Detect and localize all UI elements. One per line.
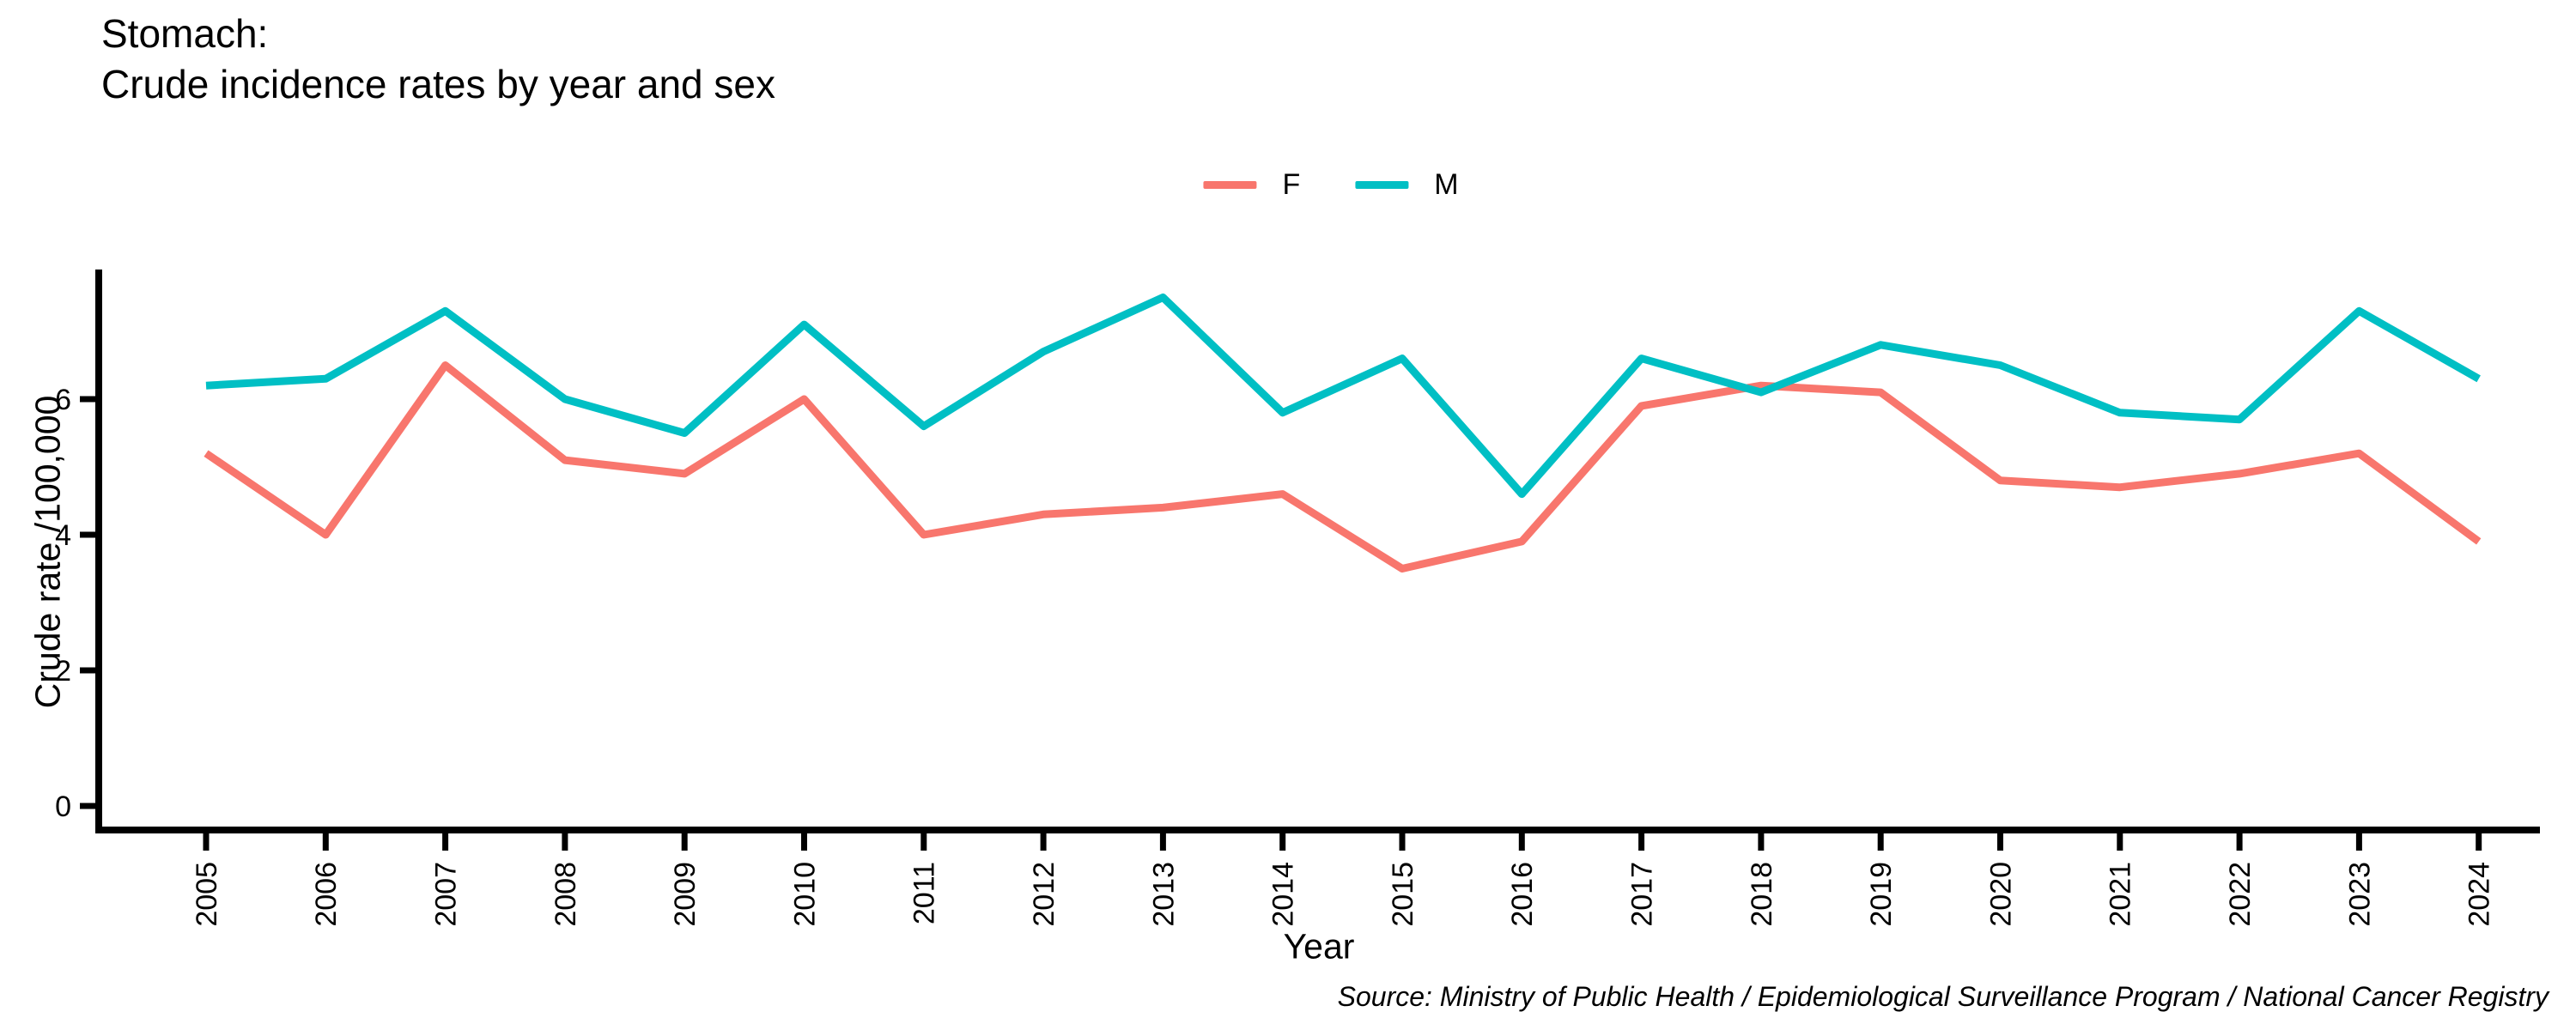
series-line-f	[204, 361, 2482, 573]
series-line-m	[205, 294, 2481, 499]
legend: F M	[1203, 168, 1459, 202]
x-tick-label: 2006	[310, 862, 343, 927]
x-tick-label: 2020	[1984, 862, 2017, 927]
y-tick-label: 2	[55, 655, 71, 688]
x-tick-label: 2023	[2343, 862, 2376, 927]
x-tick-label: 2011	[908, 862, 941, 924]
x-tick-label: 2019	[1865, 862, 1898, 927]
legend-swatch-m-line	[1355, 181, 1409, 189]
source-note: Source: Ministry of Public Health / Epid…	[1337, 981, 2549, 1012]
x-tick-label: 2016	[1506, 862, 1539, 927]
x-tick-label: 2010	[788, 862, 821, 927]
x-tick-label: 2015	[1387, 862, 1419, 927]
y-axis-title: Crude rate /100,000	[27, 395, 68, 709]
y-tick-label: 0	[55, 791, 71, 823]
x-tick-label: 2012	[1028, 862, 1060, 927]
legend-item-f: F	[1203, 168, 1300, 202]
legend-item-m: M	[1355, 168, 1459, 202]
x-tick-label: 2013	[1147, 862, 1180, 927]
x-tick-label: 2024	[2464, 862, 2496, 927]
x-tick-label: 2021	[2105, 862, 2137, 927]
x-tick-label: 2014	[1267, 862, 1300, 927]
x-tick-label: 2007	[429, 862, 462, 927]
chart-title-line2: Crude incidence rates by year and sex	[101, 61, 775, 106]
chart-title-line1: Stomach:	[101, 11, 269, 56]
legend-label-m: M	[1434, 168, 1459, 201]
x-tick-label: 2022	[2224, 862, 2257, 927]
x-tick-label: 2005	[191, 862, 223, 927]
x-tick-label: 2018	[1746, 862, 1778, 927]
legend-swatch-f-line	[1203, 181, 1257, 189]
x-tick-label: 2017	[1626, 862, 1659, 927]
legend-label-f: F	[1282, 168, 1301, 201]
x-tick-label: 2008	[550, 862, 582, 927]
x-tick-label: 2009	[669, 862, 702, 927]
y-tick-label: 4	[55, 519, 71, 552]
y-tick-label: 6	[55, 384, 71, 416]
x-axis-title: Year	[1283, 926, 1355, 966]
chart-title: Stomach: Crude incidence rates by year a…	[101, 9, 775, 110]
